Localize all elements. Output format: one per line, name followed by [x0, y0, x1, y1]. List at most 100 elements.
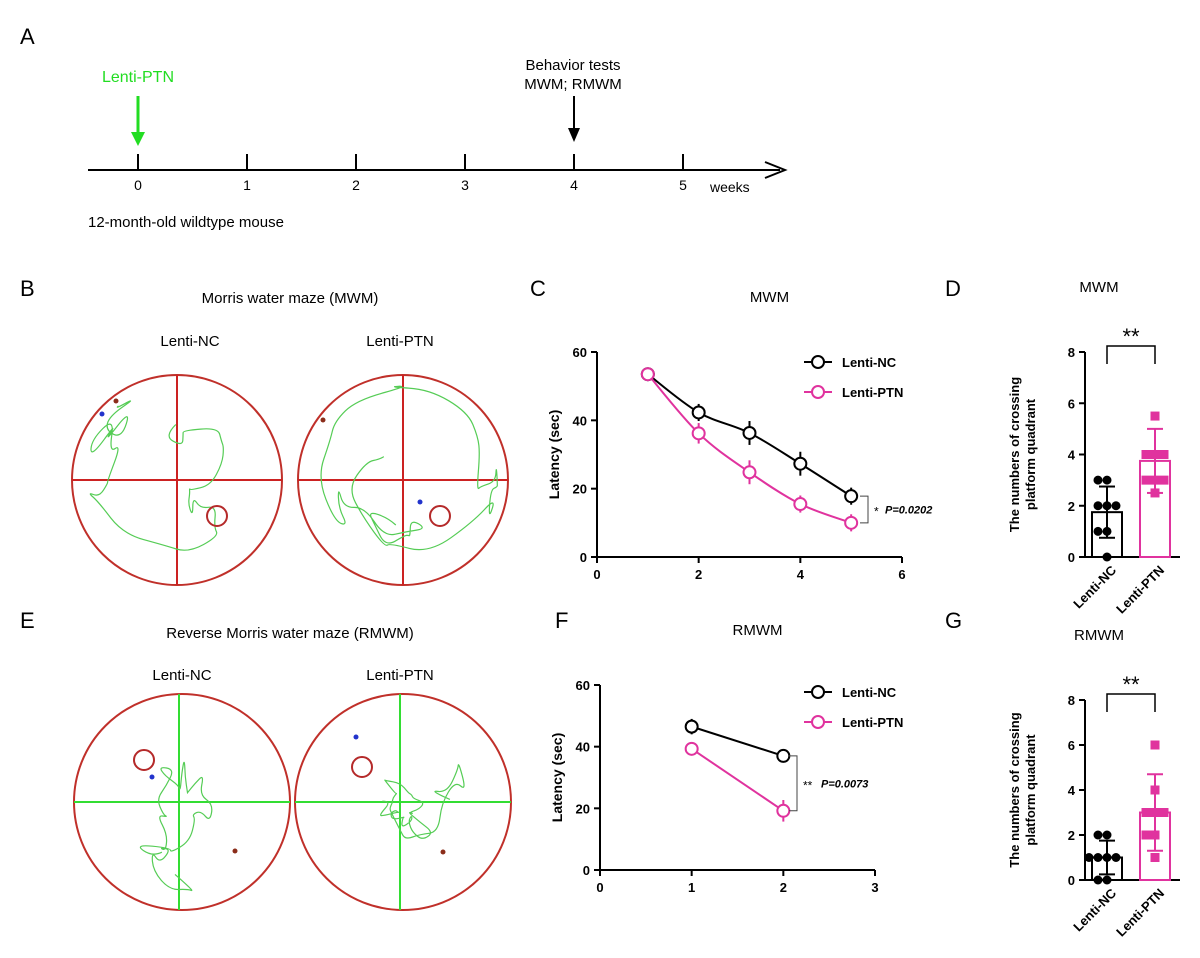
legend-label: Lenti-NC — [842, 685, 897, 700]
data-dot — [1084, 853, 1094, 862]
maze-mwm-title: Morris water maze (MWM) — [202, 290, 379, 307]
timeline-tick-label: 3 — [461, 177, 469, 193]
y-axis-label-line1: The numbers of crossing — [1007, 377, 1022, 532]
y-tick-label: 0 — [583, 863, 590, 878]
data-point — [684, 719, 699, 734]
data-point — [640, 367, 655, 382]
data-square — [1159, 450, 1169, 459]
x-tick-label: 0 — [593, 567, 600, 582]
chart-mwm-latency: MWM 0 20 40 60 0 2 4 6 Latency (sec) Lenti-NC Lenti… — [546, 289, 932, 582]
significance-bracket — [860, 495, 869, 524]
data-point — [742, 465, 757, 480]
data-point — [844, 515, 859, 530]
chart-title: MWM — [750, 289, 789, 306]
timeline-tick-label: 2 — [352, 177, 360, 193]
legend-label: Lenti-PTN — [842, 715, 903, 730]
panel-letter-f: F — [555, 608, 568, 633]
x-tick-label: 2 — [695, 567, 702, 582]
data-dot — [1093, 501, 1103, 511]
swim-track — [380, 764, 465, 839]
x-tick-label: 4 — [797, 567, 805, 582]
data-dot — [1093, 526, 1103, 536]
y-tick-label: 6 — [1068, 738, 1075, 753]
y-tick-label: 40 — [576, 740, 590, 755]
legend-label: Lenti-PTN — [842, 385, 903, 400]
behavior-label-line1: Behavior tests — [525, 57, 620, 74]
y-tick-label: 60 — [573, 345, 587, 360]
panel-letter-g: G — [945, 608, 962, 633]
injection-label: Lenti-PTN — [102, 69, 174, 86]
y-tick-label: 40 — [573, 413, 587, 428]
data-square — [1141, 830, 1151, 840]
y-tick-label: 4 — [1068, 448, 1076, 463]
y-axis-label-line2: platform quadrant — [1023, 398, 1038, 510]
data-point — [684, 741, 699, 756]
data-dot — [1102, 501, 1112, 511]
maze-rmwm-title: Reverse Morris water maze (RMWM) — [166, 625, 414, 642]
data-square — [1150, 475, 1160, 485]
timeline-arrowhead — [764, 161, 788, 179]
data-square — [1150, 853, 1160, 862]
data-square — [1150, 830, 1160, 840]
swim-track — [89, 400, 224, 551]
y-tick-label: 2 — [1068, 828, 1075, 843]
injection-arrow-head — [131, 132, 145, 146]
panel-letter-a: A — [20, 24, 35, 49]
timeline-ticks: 0 1 2 3 4 5 — [134, 154, 687, 193]
x-tick-label: 6 — [898, 567, 905, 582]
data-square — [1141, 475, 1151, 485]
start-point — [440, 849, 446, 855]
y-tick-label: 60 — [576, 678, 590, 693]
timeline-tick-label: 4 — [570, 177, 578, 193]
maze-rmwm-right-label: Lenti-PTN — [366, 667, 434, 684]
significance-bracket — [789, 755, 798, 812]
p-value: P=0.0073 — [821, 778, 868, 790]
y-tick-label: 4 — [1068, 783, 1076, 798]
chart-rmwm-crossings: RMWM 0 2 4 6 8 The numbers of crossing platform… — [1007, 627, 1180, 940]
series-line-nc — [691, 725, 784, 757]
behavior-arrow-head — [568, 128, 580, 142]
y-tick-label: 6 — [1068, 396, 1075, 411]
start-point — [320, 417, 326, 423]
maze-mwm-nc — [71, 374, 283, 586]
legend-marker — [811, 685, 825, 699]
platform-marker — [206, 505, 228, 527]
data-dot — [1102, 875, 1112, 885]
behavior-label-line2: MWM; RMWM — [524, 76, 621, 93]
data-square — [1159, 475, 1169, 485]
data-point — [742, 425, 757, 440]
data-point — [691, 426, 706, 441]
maze-rmwm-ptn — [294, 693, 512, 911]
data-point — [793, 456, 808, 471]
start-point — [113, 398, 119, 404]
data-square — [1141, 450, 1151, 459]
end-point — [417, 499, 423, 505]
significance-stars: ** — [1122, 672, 1140, 697]
chart-rmwm-latency: RMWM 0 20 40 60 0 1 2 3 Latency (sec) Lenti-NC Lent… — [549, 622, 903, 895]
x-tick-label: 1 — [688, 880, 695, 895]
category-label: Lenti-PTN — [1113, 563, 1167, 617]
data-dot — [1093, 853, 1103, 862]
panel-letter-b: B — [20, 276, 35, 301]
panel-letter-e: E — [20, 608, 35, 633]
behavior-arrow — [568, 96, 580, 142]
data-dot — [1093, 475, 1103, 485]
end-point — [149, 774, 155, 780]
timeline-tick-label: 5 — [679, 177, 687, 193]
significance-bracket — [1106, 345, 1156, 364]
y-axis-label-line2: platform quadrant — [1023, 734, 1038, 846]
swim-track — [139, 761, 213, 892]
y-axis-label: Latency (sec) — [546, 410, 562, 499]
end-point — [99, 411, 105, 417]
timeline-tick-label: 1 — [243, 177, 251, 193]
data-square — [1150, 450, 1160, 459]
legend-marker — [811, 355, 825, 369]
y-tick-label: 0 — [1068, 550, 1075, 565]
panel-letter-c: C — [530, 276, 546, 301]
maze-panel-rmwm: Reverse Morris water maze (RMWM) Lenti-N… — [73, 625, 512, 911]
x-tick-label: 0 — [596, 880, 603, 895]
platform-marker — [429, 505, 451, 527]
timeline-tick-label: 0 — [134, 177, 142, 193]
legend-marker — [811, 715, 825, 729]
x-tick-label: 2 — [780, 880, 787, 895]
